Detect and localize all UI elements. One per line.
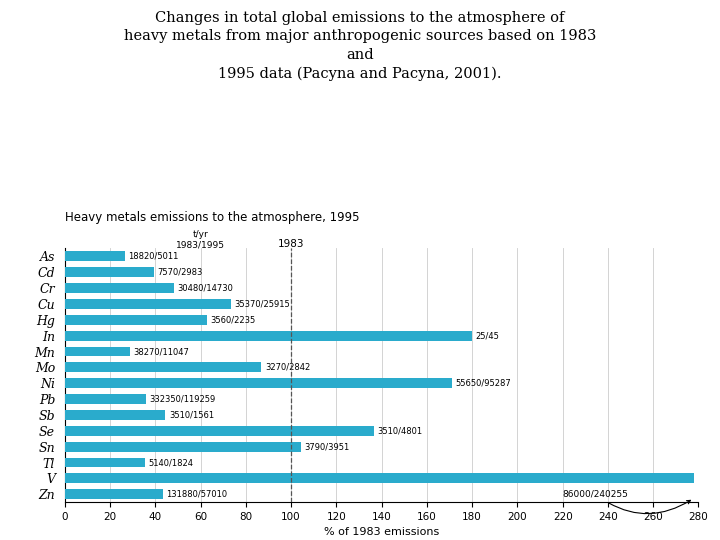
Text: 30480/14730: 30480/14730 — [178, 284, 233, 293]
Bar — [65, 426, 374, 436]
Text: 5140/1824: 5140/1824 — [148, 458, 194, 467]
Bar — [65, 347, 130, 356]
Text: 3560/2235: 3560/2235 — [210, 315, 256, 325]
Text: 131880/57010: 131880/57010 — [166, 490, 227, 499]
Bar — [65, 442, 300, 451]
Bar — [65, 394, 146, 404]
Bar — [65, 283, 174, 293]
Text: 3510/1561: 3510/1561 — [169, 410, 214, 420]
Text: 1983: 1983 — [278, 239, 305, 249]
Text: 25/45: 25/45 — [475, 331, 500, 340]
Bar — [65, 379, 452, 388]
Bar — [65, 330, 472, 341]
Text: 55650/95287: 55650/95287 — [456, 379, 511, 388]
Text: 7570/2983: 7570/2983 — [158, 268, 203, 276]
X-axis label: % of 1983 emissions: % of 1983 emissions — [324, 528, 439, 537]
Bar — [65, 410, 166, 420]
Text: t/yr
1983/1995: t/yr 1983/1995 — [176, 230, 225, 249]
Bar — [65, 252, 125, 261]
Text: 18820/5011: 18820/5011 — [128, 252, 179, 261]
Text: 38270/11047: 38270/11047 — [134, 347, 189, 356]
Bar — [65, 474, 694, 483]
Text: Changes in total global emissions to the atmosphere of
heavy metals from major a: Changes in total global emissions to the… — [124, 11, 596, 80]
Text: Heavy metals emissions to the atmosphere, 1995: Heavy metals emissions to the atmosphere… — [65, 211, 359, 224]
Text: 3270/2842: 3270/2842 — [265, 363, 310, 372]
Text: 86000/240255: 86000/240255 — [562, 490, 690, 514]
Text: 3790/3951: 3790/3951 — [304, 442, 349, 451]
Bar — [65, 315, 207, 325]
Text: 3510/4801: 3510/4801 — [378, 426, 423, 435]
Bar — [65, 489, 163, 499]
Bar — [65, 267, 154, 277]
Text: 332350/119259: 332350/119259 — [150, 395, 216, 403]
Text: 35370/25915: 35370/25915 — [234, 299, 290, 308]
Bar — [65, 457, 145, 468]
Bar — [65, 362, 261, 372]
Bar — [65, 299, 230, 309]
